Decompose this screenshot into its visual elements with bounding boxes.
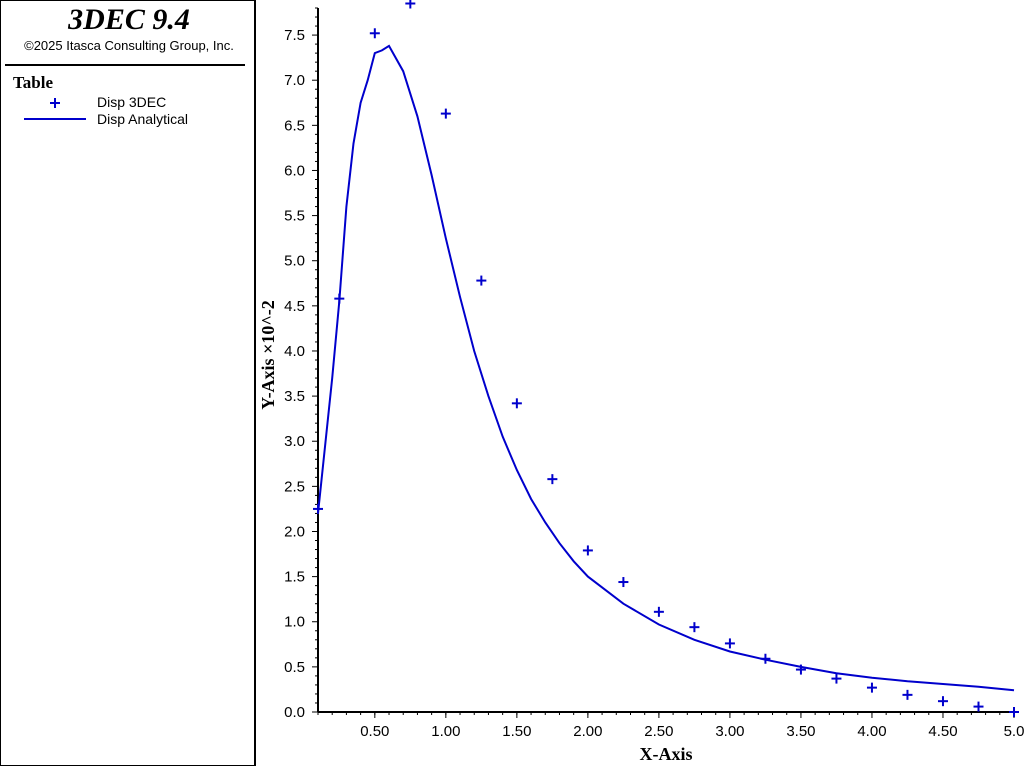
data-point [760,653,771,664]
plus-marker-icon [50,98,60,108]
data-point [582,545,593,556]
y-tick-label: 7.5 [284,27,305,44]
chart: 0.0 0.5 1.0 1.5 2.0 2.5 3.0 3.5 4.0 4.5 5.0 5.5 6.0 6… [258,0,1024,764]
app-title: 3DEC 9.4 [68,3,190,36]
y-tick-label: 6.0 [284,162,305,179]
y-tick-label: 2.0 [284,523,305,540]
data-point [937,696,948,707]
y-tick-label: 7.0 [284,72,305,89]
data-point [831,673,842,684]
y-tick-label: 4.0 [284,343,305,360]
data-point [1009,707,1019,717]
x-tick-label: 2.50 [644,723,673,740]
y-axis-title: Y-Axis ×10^-2 [258,300,278,410]
data-point [866,682,877,693]
data-point [405,0,416,9]
y-tick-label: 2.5 [284,478,305,495]
analytical-line [317,44,1015,692]
x-tick-label: 1.50 [502,723,531,740]
x-axis-title: X-Axis [640,744,693,764]
legend-entry-disp-3dec: Disp 3DEC [21,93,251,111]
x-tick-label: 2.00 [573,723,602,740]
x-tick-label: 5.0 [1004,723,1024,740]
series-disp-3dec [313,0,1019,717]
line-marker-icon [24,118,86,120]
data-point [440,108,451,119]
y-tick-label: 5.5 [284,208,305,225]
x-tick-label: 0.50 [360,723,389,740]
data-point [653,606,664,617]
y-tick-label: 5.0 [284,253,305,270]
y-tick-label: 1.0 [284,614,305,631]
ticks: 0.0 0.5 1.0 1.5 2.0 2.5 3.0 3.5 4.0 4.5 5.0 5.5 6.0 6… [284,7,1024,740]
y-tick-label: 0.0 [284,704,305,721]
data-point [724,638,735,649]
legend-entry-disp-analytical: Disp Analytical [21,110,251,128]
copyright-text: ©2025 Itasca Consulting Group, Inc. [24,38,234,53]
y-tick-label: 1.5 [284,569,305,586]
data-point [334,293,345,304]
axes [317,8,1014,713]
legend-label: Disp 3DEC [97,94,167,110]
x-tick-label: 4.50 [928,723,957,740]
x-tick-label: 1.00 [431,723,460,740]
legend-title: Table [13,73,54,92]
x-tick-label: 3.00 [715,723,744,740]
y-tick-label: 0.5 [284,659,305,676]
data-point [689,622,700,633]
data-point [313,503,323,514]
x-tick-label: 4.00 [857,723,886,740]
legend-label: Disp Analytical [97,111,189,127]
x-tick-label: 3.50 [786,723,815,740]
data-point [369,28,380,39]
data-point [973,701,984,712]
data-point [476,275,487,286]
header-divider [5,64,245,66]
data-point [511,398,522,409]
y-tick-label: 4.5 [284,298,305,315]
legend-panel: 3DEC 9.4 ©2025 Itasca Consulting Group, … [0,0,256,766]
data-point [795,664,806,675]
series-disp-analytical [317,44,1015,692]
data-point [902,689,913,700]
y-tick-label: 3.0 [284,433,305,450]
y-tick-label: 3.5 [284,388,305,405]
y-tick-label: 6.5 [284,117,305,134]
chart-area: 0.0 0.5 1.0 1.5 2.0 2.5 3.0 3.5 4.0 4.5 5.0 5.5 6.0 6… [256,0,1024,768]
data-point [618,577,629,588]
data-point [547,474,558,485]
